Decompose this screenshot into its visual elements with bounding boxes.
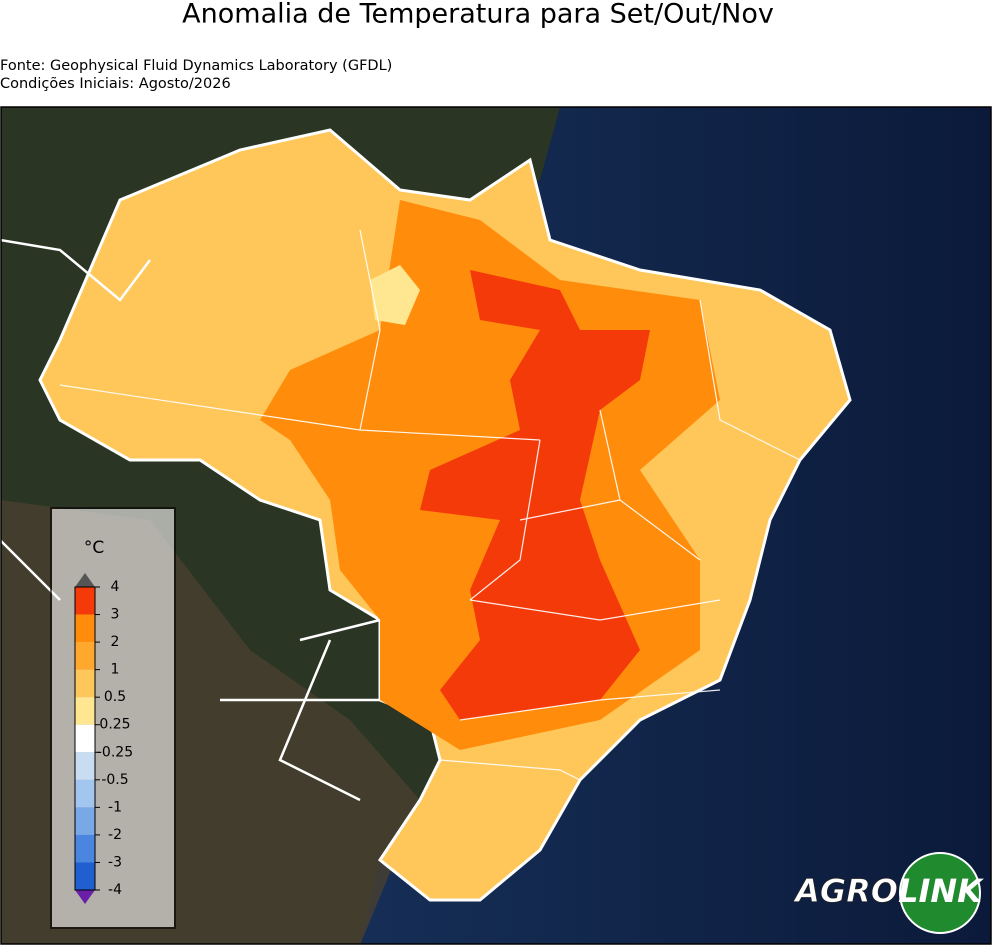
colorbar-bin	[75, 669, 95, 698]
colorbar-bin	[75, 752, 95, 780]
colorbar-tick-label: -4	[108, 882, 122, 898]
colorbar-bin	[75, 834, 95, 863]
colorbar-frame	[74, 586, 96, 891]
colorbar-tick-label: 1	[111, 662, 120, 678]
colorbar-tick-label: -0.5	[101, 772, 128, 788]
colorbar-under	[75, 890, 95, 904]
title: Anomalia de Temperatura para Set/Out/Nov	[182, 0, 774, 30]
colorbar-over	[75, 573, 95, 587]
colorbar-unit: °C	[84, 538, 104, 558]
colorbar-tick-label: 3	[111, 607, 120, 623]
colorbar-tick-label: 2	[111, 634, 120, 650]
colorbar-bin	[75, 587, 95, 615]
colorbar-bin	[75, 807, 95, 835]
colorbar-bin	[75, 642, 95, 670]
colorbar: °C 4 3 2 1 0.5 0.25 -0.25 -0.5 -1 -2 -3 -4	[50, 507, 176, 929]
colorbar-tick-label: -1	[108, 799, 122, 815]
colorbar-bin	[75, 697, 95, 725]
logo-left: AGRO	[792, 872, 898, 910]
colorbar-bin	[75, 614, 95, 643]
colorbar-tick-label: -0.25	[97, 744, 133, 760]
colorbar-tick-label: -2	[108, 827, 122, 843]
colorbar-bin	[75, 862, 95, 890]
logo-right: LINK	[898, 872, 984, 910]
colorbar-tick-label: -3	[108, 854, 122, 870]
colorbar-tick-label: 0.25	[99, 717, 130, 733]
colorbar-tick-label: 0.5	[104, 689, 126, 705]
colorbar-bin	[75, 724, 95, 753]
initial-conditions: Condições Iniciais: Agosto/2026	[0, 76, 231, 92]
source: Fonte: Geophysical Fluid Dynamics Labora…	[0, 58, 392, 74]
colorbar-bin	[75, 779, 95, 808]
logo: AGRO LINK	[792, 852, 984, 934]
colorbar-tick-label: 4	[111, 579, 120, 595]
